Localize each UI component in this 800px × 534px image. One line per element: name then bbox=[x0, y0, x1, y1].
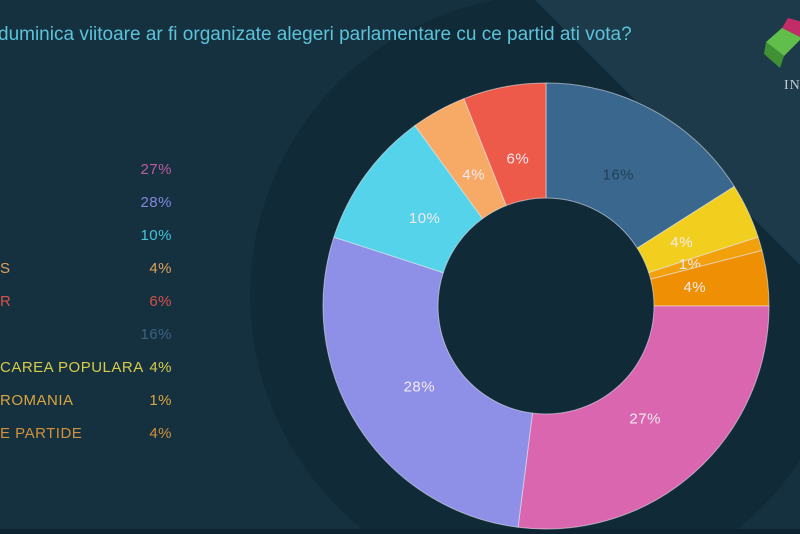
legend-percentage: 6% bbox=[149, 293, 172, 310]
legend-percentage: 27% bbox=[140, 161, 172, 178]
legend-row: R 6% bbox=[0, 291, 172, 313]
pie-slice-label: 16% bbox=[602, 167, 634, 184]
legend-row: S 4% bbox=[0, 258, 172, 280]
legend-row: CAREA POPULARA 4% bbox=[0, 357, 172, 379]
legend-percentage: 4% bbox=[149, 260, 172, 277]
legend-party-name: ROMANIA bbox=[0, 392, 74, 409]
pie-slice-label: 27% bbox=[629, 411, 661, 428]
legend-party-name: S bbox=[0, 260, 11, 277]
pie-slice bbox=[322, 236, 533, 528]
gem-logo-icon bbox=[764, 18, 800, 68]
pie-slice-label: 10% bbox=[409, 210, 441, 227]
pie-slice-label: 4% bbox=[462, 167, 485, 184]
legend-row: 28% bbox=[0, 192, 172, 214]
brand-name-fragment: IN bbox=[784, 78, 800, 93]
pie-slice-label: 4% bbox=[670, 234, 693, 251]
legend-percentage: 16% bbox=[140, 326, 172, 343]
pie-slice bbox=[517, 305, 770, 530]
legend-party-name: R bbox=[0, 293, 12, 310]
legend-percentage: 1% bbox=[149, 392, 172, 409]
legend-party-name: E PARTIDE bbox=[0, 425, 83, 442]
pie-slice-label: 28% bbox=[404, 378, 436, 395]
legend: 27% 28% 10% S 4% R 6% 16% CAREA POPULARA 4% ROMANI… bbox=[0, 0, 172, 534]
pie-slice-label: 4% bbox=[683, 279, 706, 296]
page-title: duminica viitoare ar fi organizate alege… bbox=[0, 24, 632, 45]
pie-slice bbox=[545, 82, 735, 249]
brand-logo: IN bbox=[758, 16, 800, 102]
legend-percentage: 28% bbox=[140, 194, 172, 211]
legend-percentage: 10% bbox=[140, 227, 172, 244]
legend-row: ROMANIA 1% bbox=[0, 390, 172, 412]
legend-row: 16% bbox=[0, 324, 172, 346]
legend-percentage: 4% bbox=[149, 425, 172, 442]
legend-percentage: 4% bbox=[149, 359, 172, 376]
legend-row: 10% bbox=[0, 225, 172, 247]
bottom-edge-strip bbox=[0, 529, 800, 534]
pie-slice-label: 6% bbox=[507, 151, 530, 168]
pie-slice bbox=[463, 82, 547, 207]
legend-party-name: CAREA POPULARA bbox=[0, 359, 144, 376]
legend-row: 27% bbox=[0, 159, 172, 181]
legend-row: E PARTIDE 4% bbox=[0, 423, 172, 445]
